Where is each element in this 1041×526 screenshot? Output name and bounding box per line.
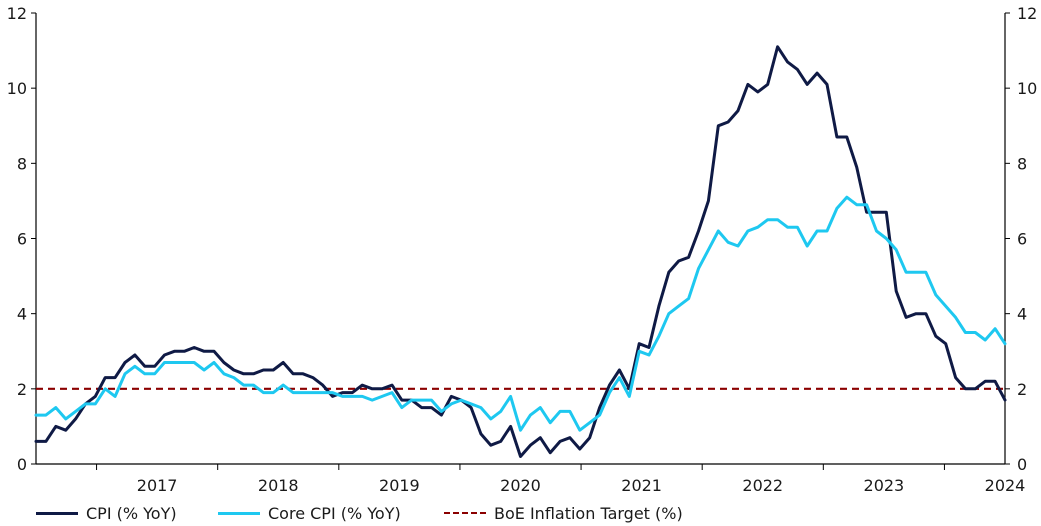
left-y-tick-label: 4 (17, 305, 27, 324)
x-axis-ticks: 2017 2018 2019 2020 2021 2022 2023 2024 (96, 464, 1026, 495)
right-y-tick-label: 8 (1017, 154, 1027, 173)
left-y-tick-label: 12 (7, 4, 27, 23)
right-y-tick-label: 2 (1017, 380, 1027, 399)
series-layer (34, 45, 1007, 458)
x-tick-label: 2022 (742, 476, 783, 495)
right-y-tick-label: 4 (1017, 305, 1027, 324)
left-y-tick-label: 8 (17, 154, 27, 173)
legend-item-boe-target: BoE Inflation Target (%) (444, 503, 683, 523)
legend-item-core-cpi: Core CPI (% YoY) (218, 503, 401, 523)
legend: CPI (% YoY) Core CPI (% YoY) BoE Inflati… (0, 500, 1041, 526)
right-y-tick-label: 6 (1017, 230, 1027, 249)
x-tick-label: 2020 (500, 476, 541, 495)
legend-label-core-cpi: Core CPI (% YoY) (268, 503, 401, 523)
series-line-core-cpi (34, 195, 1007, 432)
right-y-axis-ticks: 0 2 4 6 8 10 12 (1005, 4, 1037, 474)
right-y-tick-label: 0 (1017, 455, 1027, 474)
axes (35, 13, 1006, 465)
left-y-tick-label: 2 (17, 380, 27, 399)
x-tick-label: 2017 (137, 476, 178, 495)
series-line-cpi (34, 45, 1007, 458)
x-tick-label: 2024 (985, 476, 1026, 495)
left-y-axis-ticks: 0 2 4 6 8 10 12 (7, 4, 36, 474)
left-y-tick-label: 0 (17, 455, 27, 474)
line-chart: 0 2 4 6 8 10 12 0 2 4 6 8 10 12 2017 2018 2019 2020 2021… (7, 4, 1038, 495)
legend-swatch-boe-target (444, 512, 486, 514)
legend-swatch-cpi (36, 511, 78, 515)
x-tick-label: 2019 (379, 476, 420, 495)
legend-swatch-core-cpi (218, 511, 260, 515)
x-tick-label: 2021 (621, 476, 662, 495)
left-y-tick-label: 10 (7, 79, 27, 98)
left-y-tick-label: 6 (17, 230, 27, 249)
x-tick-label: 2023 (864, 476, 905, 495)
right-y-tick-label: 12 (1017, 4, 1037, 23)
right-y-tick-label: 10 (1017, 79, 1037, 98)
legend-item-cpi: CPI (% YoY) (36, 503, 177, 523)
legend-label-boe-target: BoE Inflation Target (%) (494, 503, 683, 523)
x-tick-label: 2018 (258, 476, 299, 495)
legend-label-cpi: CPI (% YoY) (86, 503, 177, 523)
